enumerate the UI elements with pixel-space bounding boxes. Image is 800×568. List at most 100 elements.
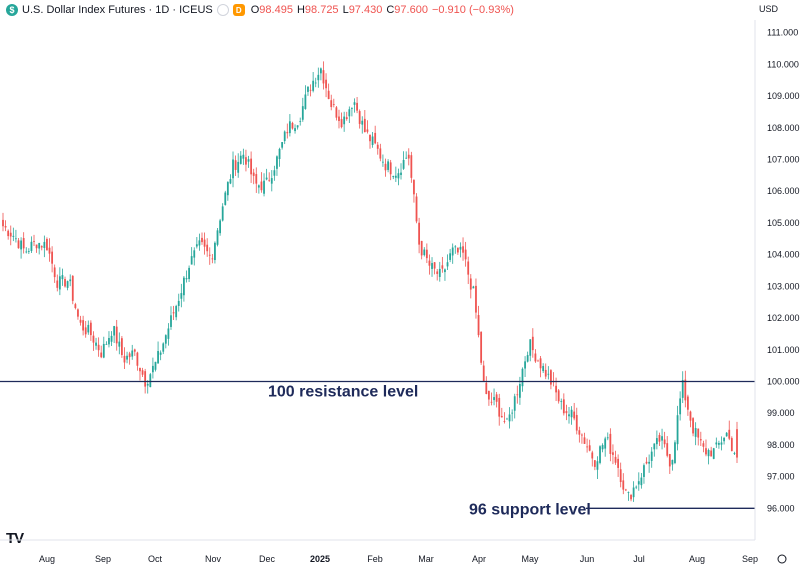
candle (425, 243, 428, 264)
candle (257, 184, 260, 194)
candle (180, 283, 183, 308)
candle-body (655, 438, 658, 445)
candle-body (164, 335, 167, 344)
candle (619, 462, 622, 488)
candle (562, 393, 565, 416)
candle (322, 61, 325, 90)
candle-body (617, 458, 620, 468)
price-axis: 96.000 97.000 98.000 99.000 100.000 101.000 10… (754, 20, 800, 540)
candle-body (211, 258, 214, 260)
currency-label[interactable]: USD (758, 4, 778, 14)
candle-body (95, 342, 97, 346)
candle-body (301, 106, 304, 120)
candle-body (537, 360, 539, 362)
symbol-title[interactable]: U.S. Dollar Index Futures · 1D · ICEUS (22, 4, 213, 16)
candle-body (485, 382, 488, 395)
candle (627, 491, 630, 501)
candle-body (596, 461, 599, 470)
candle-body (573, 411, 576, 419)
candle (511, 409, 514, 422)
candle-body (588, 445, 591, 451)
candle (389, 159, 392, 181)
candle-body (469, 278, 472, 290)
candle (668, 453, 671, 474)
candle-body (604, 438, 607, 449)
candle (301, 97, 304, 122)
candle (123, 347, 126, 370)
candle (653, 443, 656, 457)
candle-body (216, 230, 219, 245)
candle (89, 320, 92, 341)
candle (557, 389, 560, 404)
candle-body (402, 159, 405, 169)
candle (601, 443, 604, 453)
candle (343, 111, 346, 132)
candle-body (159, 352, 162, 355)
x-tick-label: Sep (95, 554, 111, 564)
candle (224, 190, 227, 206)
candle (276, 155, 278, 176)
candle-body (268, 179, 271, 181)
candle-body (640, 477, 643, 486)
candle (97, 337, 100, 357)
candle-body (120, 338, 123, 355)
candle-body (234, 160, 237, 170)
candle (650, 447, 653, 468)
candle-body (635, 486, 638, 488)
candle (345, 111, 348, 121)
candle-body (9, 232, 12, 237)
candle (118, 332, 121, 355)
candle (454, 245, 457, 254)
candle-body (627, 492, 630, 493)
candle (82, 315, 85, 336)
candle-body (699, 439, 702, 441)
candle (327, 83, 330, 100)
candle (684, 370, 687, 408)
candle-body (451, 247, 454, 256)
candle-body (133, 349, 136, 352)
settings-gear-icon[interactable] (777, 554, 787, 564)
candle-body (369, 134, 371, 142)
candle-body (66, 281, 69, 288)
candle (376, 141, 379, 155)
dollar-sign-icon[interactable]: $ (6, 4, 18, 16)
candle-body (363, 118, 366, 133)
candle (172, 305, 175, 321)
y-tick-label: 103.000 (767, 281, 800, 291)
candle-body (720, 442, 723, 445)
open-label: O (250, 4, 260, 16)
candle (77, 308, 79, 320)
candle (356, 96, 358, 114)
candle-body (126, 355, 128, 360)
candle (12, 227, 15, 242)
candle (431, 257, 433, 277)
candle (371, 132, 374, 148)
candle (400, 163, 402, 180)
candle-body (208, 254, 211, 256)
candle (493, 388, 495, 406)
candle-body (167, 328, 170, 339)
candle (247, 155, 250, 168)
candle (226, 181, 229, 201)
candle (710, 446, 713, 457)
candle-body (692, 418, 694, 434)
candle-body (327, 90, 330, 100)
candle-body (77, 309, 79, 317)
candle-body (322, 70, 325, 84)
candle (366, 120, 369, 134)
status-circle-icon[interactable] (216, 4, 229, 16)
candle (500, 407, 503, 418)
candle-body (420, 240, 423, 256)
candle (694, 422, 697, 446)
candle-body (170, 315, 172, 327)
candle (733, 451, 736, 456)
candle-body (30, 241, 33, 251)
candle (715, 437, 718, 448)
candle (537, 359, 539, 362)
candle (573, 402, 576, 421)
candle-body (531, 336, 534, 351)
candle (338, 109, 340, 129)
candle (232, 151, 234, 188)
candle (586, 438, 588, 453)
